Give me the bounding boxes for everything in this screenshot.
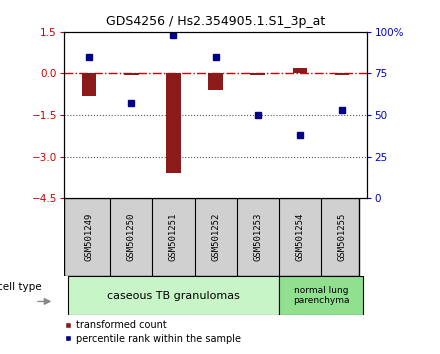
Bar [250,74,265,75]
Bar [335,74,349,75]
FancyBboxPatch shape [279,276,363,315]
FancyBboxPatch shape [68,276,279,315]
Text: normal lung
parenchyma: normal lung parenchyma [293,286,349,305]
Bar [82,74,96,96]
Text: GSM501249: GSM501249 [84,213,94,261]
Text: GSM501253: GSM501253 [253,213,262,261]
Text: GSM501252: GSM501252 [211,213,220,261]
FancyBboxPatch shape [64,198,359,276]
Text: GSM501255: GSM501255 [337,213,347,261]
Bar [208,74,223,90]
Bar [124,74,139,75]
Text: GSM501251: GSM501251 [169,213,178,261]
Text: caseous TB granulomas: caseous TB granulomas [107,291,240,301]
Title: GDS4256 / Hs2.354905.1.S1_3p_at: GDS4256 / Hs2.354905.1.S1_3p_at [106,15,325,28]
Text: GSM501254: GSM501254 [295,213,304,261]
Bar [293,68,307,74]
Text: cell type: cell type [0,282,41,292]
Text: GSM501250: GSM501250 [127,213,136,261]
Bar [166,74,181,173]
Legend: transformed count, percentile rank within the sample: transformed count, percentile rank withi… [64,320,241,344]
